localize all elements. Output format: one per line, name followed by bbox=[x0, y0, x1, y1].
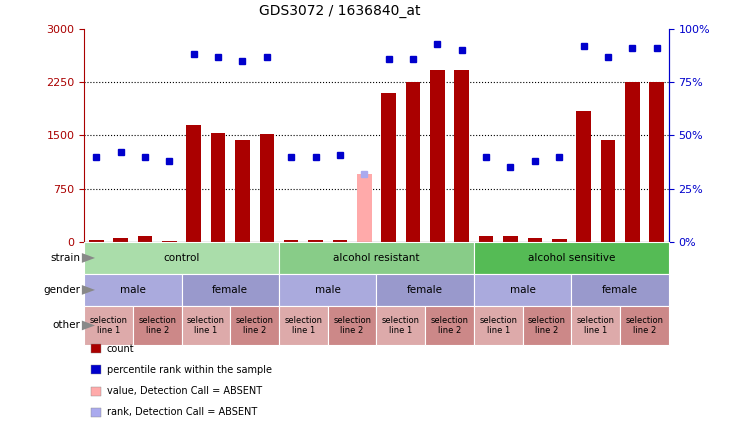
Text: control: control bbox=[163, 253, 200, 263]
Text: female: female bbox=[212, 285, 249, 295]
Text: count: count bbox=[107, 344, 135, 353]
Text: GDS3072 / 1636840_at: GDS3072 / 1636840_at bbox=[260, 4, 420, 18]
Text: selection
line 2: selection line 2 bbox=[431, 316, 469, 335]
Text: female: female bbox=[407, 285, 443, 295]
Text: selection
line 1: selection line 1 bbox=[284, 316, 322, 335]
Text: value, Detection Call = ABSENT: value, Detection Call = ABSENT bbox=[107, 386, 262, 396]
Bar bbox=[260, 134, 274, 242]
Bar bbox=[528, 238, 542, 242]
Bar bbox=[455, 70, 469, 242]
Bar bbox=[382, 93, 396, 242]
Text: other: other bbox=[53, 321, 80, 330]
Text: selection
line 1: selection line 1 bbox=[382, 316, 420, 335]
Bar bbox=[406, 82, 420, 242]
Text: alcohol resistant: alcohol resistant bbox=[333, 253, 420, 263]
Bar bbox=[625, 82, 640, 242]
Bar bbox=[211, 133, 225, 242]
Bar bbox=[235, 140, 250, 242]
Text: strain: strain bbox=[50, 253, 80, 263]
Bar bbox=[357, 174, 371, 242]
Text: male: male bbox=[510, 285, 536, 295]
Bar bbox=[503, 236, 518, 242]
Text: selection
line 1: selection line 1 bbox=[187, 316, 225, 335]
Bar bbox=[137, 236, 152, 242]
Bar bbox=[576, 111, 591, 242]
Bar bbox=[89, 240, 104, 242]
Bar bbox=[162, 241, 177, 242]
Bar bbox=[284, 240, 298, 242]
Text: selection
line 1: selection line 1 bbox=[89, 316, 127, 335]
Bar bbox=[333, 240, 347, 242]
Text: selection
line 2: selection line 2 bbox=[333, 316, 371, 335]
Text: gender: gender bbox=[43, 285, 80, 295]
Bar bbox=[601, 140, 616, 242]
Text: female: female bbox=[602, 285, 638, 295]
Text: selection
line 2: selection line 2 bbox=[138, 316, 176, 335]
Text: selection
line 1: selection line 1 bbox=[480, 316, 518, 335]
Text: selection
line 2: selection line 2 bbox=[528, 316, 566, 335]
Bar bbox=[186, 125, 201, 242]
Text: selection
line 2: selection line 2 bbox=[626, 316, 664, 335]
Text: selection
line 1: selection line 1 bbox=[577, 316, 615, 335]
Text: male: male bbox=[120, 285, 145, 295]
Bar bbox=[430, 70, 444, 242]
Bar bbox=[308, 240, 323, 242]
Text: rank, Detection Call = ABSENT: rank, Detection Call = ABSENT bbox=[107, 408, 257, 417]
Text: percentile rank within the sample: percentile rank within the sample bbox=[107, 365, 272, 375]
Text: alcohol sensitive: alcohol sensitive bbox=[528, 253, 615, 263]
Bar bbox=[649, 82, 664, 242]
Text: male: male bbox=[315, 285, 341, 295]
Bar bbox=[479, 236, 493, 242]
Bar bbox=[552, 239, 567, 242]
Bar bbox=[113, 238, 128, 242]
Text: selection
line 2: selection line 2 bbox=[235, 316, 273, 335]
